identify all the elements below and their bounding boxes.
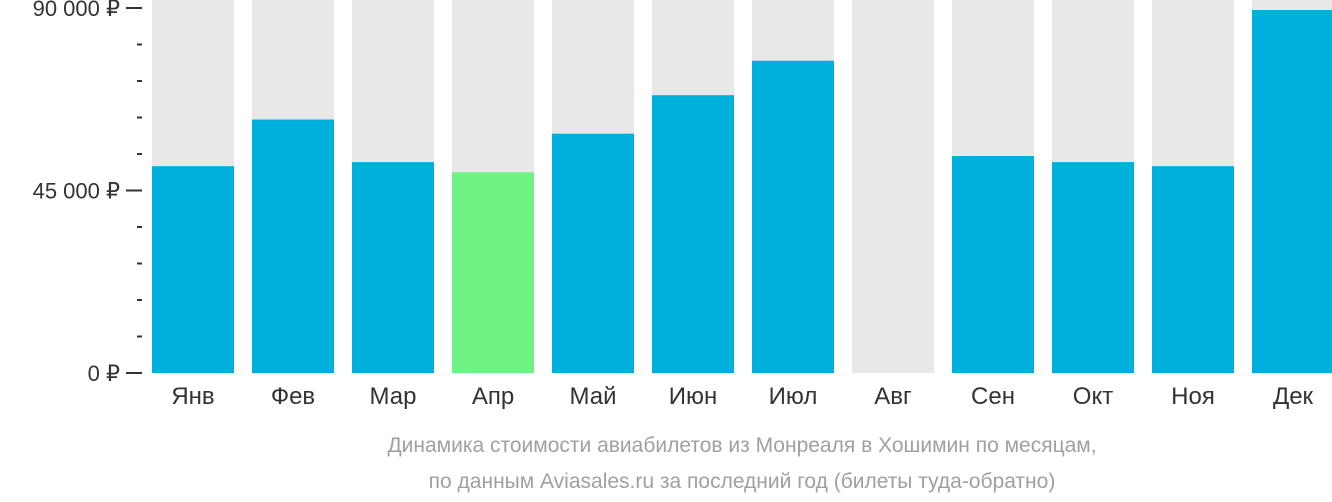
x-tick-label: Фев	[271, 383, 315, 410]
x-tick-label: Ноя	[1171, 383, 1215, 410]
bar-12[interactable]	[1252, 10, 1332, 374]
bars	[152, 10, 1332, 374]
bar-4[interactable]	[452, 172, 534, 373]
bar-10[interactable]	[1052, 162, 1134, 373]
y-axis: 0 ₽ 45 000 ₽ 90 000 ₽	[33, 0, 142, 386]
x-tick-label: Июл	[769, 383, 818, 410]
bar-3[interactable]	[352, 162, 434, 373]
x-tick-label: Авг	[874, 383, 912, 410]
x-tick-label: Янв	[171, 383, 214, 410]
bar-6[interactable]	[652, 95, 734, 373]
bar-5[interactable]	[552, 133, 634, 373]
x-tick-label: Июн	[669, 383, 718, 410]
x-tick-label: Апр	[472, 383, 514, 410]
x-tick-label: Окт	[1073, 383, 1113, 410]
y-tick-label: 45 000 ₽	[33, 179, 120, 204]
bar-2[interactable]	[252, 119, 334, 374]
chart-caption-line-1: Динамика стоимости авиабилетов из Монреа…	[387, 434, 1096, 457]
bar-background-8	[852, 0, 934, 373]
bar-11[interactable]	[1152, 166, 1234, 373]
x-tick-label: Мар	[370, 383, 417, 410]
bar-7[interactable]	[752, 60, 834, 373]
chart-caption-line-2: по данным Aviasales.ru за последний год …	[429, 470, 1056, 493]
bar-1[interactable]	[152, 166, 234, 373]
y-tick-label: 90 000 ₽	[33, 0, 120, 21]
y-tick-label: 0 ₽	[88, 361, 120, 386]
x-tick-label: Май	[569, 383, 616, 410]
bar-9[interactable]	[952, 156, 1034, 373]
x-axis-labels: Янв Фев Мар Апр Май Июн Июл Авг Сен Окт Ноя Дек	[171, 383, 1313, 410]
x-tick-label: Сен	[971, 383, 1015, 410]
x-tick-label: Дек	[1273, 383, 1314, 410]
